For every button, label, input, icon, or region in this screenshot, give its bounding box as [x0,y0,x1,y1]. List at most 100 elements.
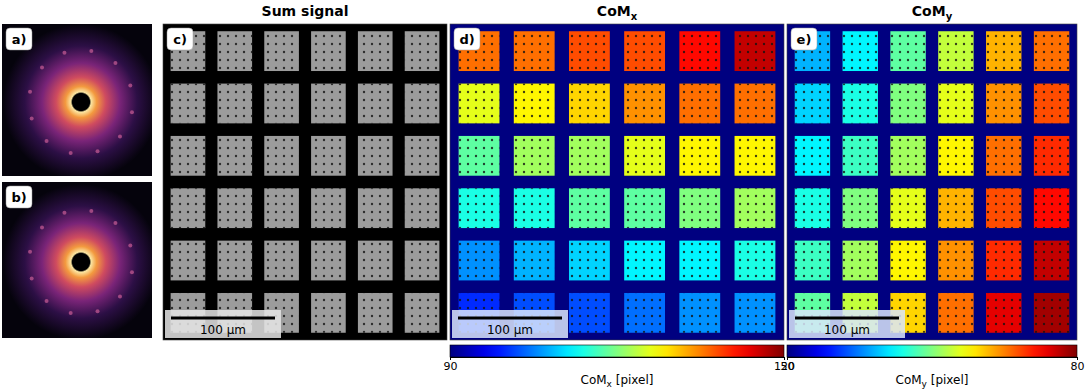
diffraction-spot [28,250,32,254]
diffraction-spot [118,294,122,298]
texture [735,188,776,228]
heatmap-cell [459,241,500,281]
texture [217,31,252,71]
grid-square [358,31,393,71]
texture [986,31,1021,71]
panel-title-subscript: x [631,11,638,22]
texture [459,241,500,281]
diffraction-panel: a) [2,24,159,180]
texture [1034,31,1069,71]
heatmap-panel: CoMy100 μme)5080CoMy [pixel] [781,3,1085,389]
texture [890,84,925,124]
texture [405,293,440,333]
heatmap-cell [938,293,973,333]
scale-bar [795,317,899,320]
heatmap-cell [624,31,665,71]
panel-frame [787,24,1077,340]
texture [938,31,973,71]
scale-bar-box [789,310,905,338]
grid-square [311,188,346,228]
heatmap-cell [624,84,665,124]
heatmap-cell [679,293,720,333]
heatmap-panel: CoMx100 μmd)90120CoMx [pixel] [444,3,796,389]
texture [890,136,925,176]
heatmap-cell [890,136,925,176]
texture [459,188,500,228]
texture [986,241,1021,281]
scale-bar-label: 100 μm [200,323,246,337]
texture [679,293,720,333]
texture [679,31,720,71]
panel-title-main: CoM [597,3,631,19]
heatmap-cell [890,84,925,124]
colorbar [787,345,1077,357]
heatmap-cell [459,188,500,228]
texture [735,241,776,281]
texture [358,136,393,176]
grid-square [171,241,206,281]
heatmap-cell [569,241,610,281]
heatmap-cell [459,84,500,124]
grid-square [311,84,346,124]
texture [217,241,252,281]
texture [735,31,776,71]
texture [459,84,500,124]
grid-square [264,136,299,176]
heatmap-cell [795,84,830,124]
texture [890,241,925,281]
heatmap-cell [986,84,1021,124]
colorbar-tick-label: 90 [444,360,458,373]
texture [795,136,830,176]
texture [569,241,610,281]
grid-square [217,31,252,71]
texture [843,31,878,71]
colorbar-tick: 50 [781,357,795,373]
texture [264,31,299,71]
grid-square [311,241,346,281]
heatmap-cell [938,241,973,281]
texture [171,188,206,228]
texture [514,31,555,71]
grid-square [405,293,440,333]
colorbar-label-unit: [pixel] [612,373,654,387]
texture [735,293,776,333]
texture [890,188,925,228]
texture [459,136,500,176]
grid-square [311,31,346,71]
panel-label: b) [11,190,26,205]
grid-square [358,188,393,228]
heatmap-cell [843,84,878,124]
heatmap-cell [624,241,665,281]
texture [1034,188,1069,228]
texture [171,241,206,281]
panel-label-box [6,186,32,208]
heatmap-cell [569,136,610,176]
heatmap-cell [843,136,878,176]
texture [311,188,346,228]
heatmap-cell [795,136,830,176]
texture [217,188,252,228]
heatmap-cell [569,293,610,333]
colorbar-label-main: CoM [581,373,607,387]
grid-square [217,188,252,228]
heatmap-cell [795,241,830,281]
diffraction-spot [69,151,73,155]
heatmap-cell [938,188,973,228]
texture [171,84,206,124]
heatmap-cell [938,84,973,124]
texture [843,84,878,124]
heatmap-cell [795,188,830,228]
grid-square [264,31,299,71]
diffraction-spot [96,309,100,313]
texture [569,136,610,176]
texture [514,188,555,228]
diffraction-spot [128,243,132,247]
heatmap-cell [514,241,555,281]
texture [624,241,665,281]
heatmap-cell [1034,241,1069,281]
heatmap-cell [1034,84,1069,124]
panel-title: CoMx [597,3,638,22]
texture [264,188,299,228]
panel-frame [450,24,784,340]
diffraction-spot [128,83,132,87]
